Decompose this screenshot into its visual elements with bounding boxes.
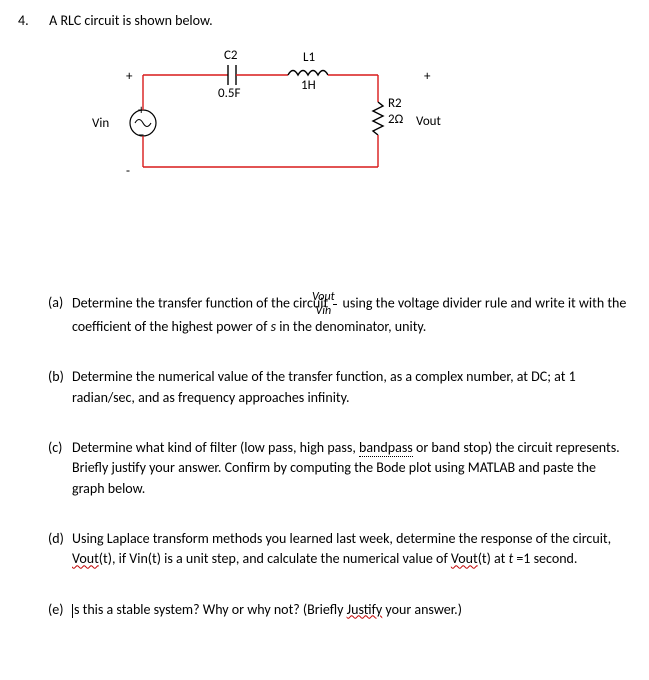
question-stem: A RLC circuit is shown below. [49,12,212,29]
part-e-label: (e) [48,600,72,620]
part-c-pre: Determine what kind of filter (low pass,… [72,439,359,456]
part-c-label: (c) [48,438,72,458]
part-a-pre: Determine the transfer function of the c… [72,294,331,311]
parts-list: (a)Determine the transfer function of th… [18,291,631,620]
part-d-post: =1 second. [513,550,577,567]
minus-left: - [126,164,130,179]
part-b-text: Determine the numerical value of the tra… [72,368,576,405]
c2-label: C2 [224,48,238,63]
fraction-vout-vin: Vout Vin [333,291,337,317]
part-c: (c)Determine what kind of filter (low pa… [18,438,631,499]
plus-left: + [126,69,133,84]
plus-right: + [424,69,431,84]
part-d-vout1: Vout [72,550,99,567]
vout-label: Vout [416,114,442,129]
question-header: 4. A RLC circuit is shown below. [18,12,631,29]
part-d-label: (d) [48,529,72,549]
part-d-vout2: Vout [451,550,478,567]
part-c-bandpass: bandpass [359,439,413,457]
part-b: (b)Determine the numerical value of the … [18,367,631,408]
wires [143,65,383,167]
part-e: (e)s this a stable system? Why or why no… [18,600,631,620]
part-b-label: (b) [48,367,72,387]
r2-label: R2 [388,96,402,111]
part-e-pre: s this a stable system? Why or why not? … [74,601,347,618]
circuit-svg: + - Vin + − [78,47,458,197]
r2-value: 2Ω [388,112,404,127]
part-d-pre: Using Laplace transform methods you lear… [72,530,611,547]
fraction-num: Vout [333,291,337,305]
part-a-post2: in the denominator, unity. [276,318,426,335]
question-number: 4. [18,12,46,29]
text-cursor-icon [72,604,73,618]
c2-value: 0.5F [218,86,240,101]
circuit-diagram: + - Vin + − [78,47,631,201]
page: 4. A RLC circuit is shown below. + - Vin… [0,0,649,680]
source-sine-icon [135,120,151,127]
l1-label: L1 [303,50,315,65]
l1-value: 1H [301,78,316,93]
vin-label: Vin [92,116,109,131]
part-a-label: (a) [48,293,72,313]
part-e-post: your answer.) [382,601,462,618]
source-plus: + [138,103,145,118]
part-d: (d)Using Laplace transform methods you l… [18,529,631,570]
part-d-mid1: (t), if Vin(t) is a unit step, and calcu… [99,550,451,567]
part-a: (a)Determine the transfer function of th… [18,291,631,337]
fraction-den: Vin [333,305,337,318]
part-d-mid2: (t) at [478,550,509,567]
part-e-justify: Justify [347,601,383,618]
